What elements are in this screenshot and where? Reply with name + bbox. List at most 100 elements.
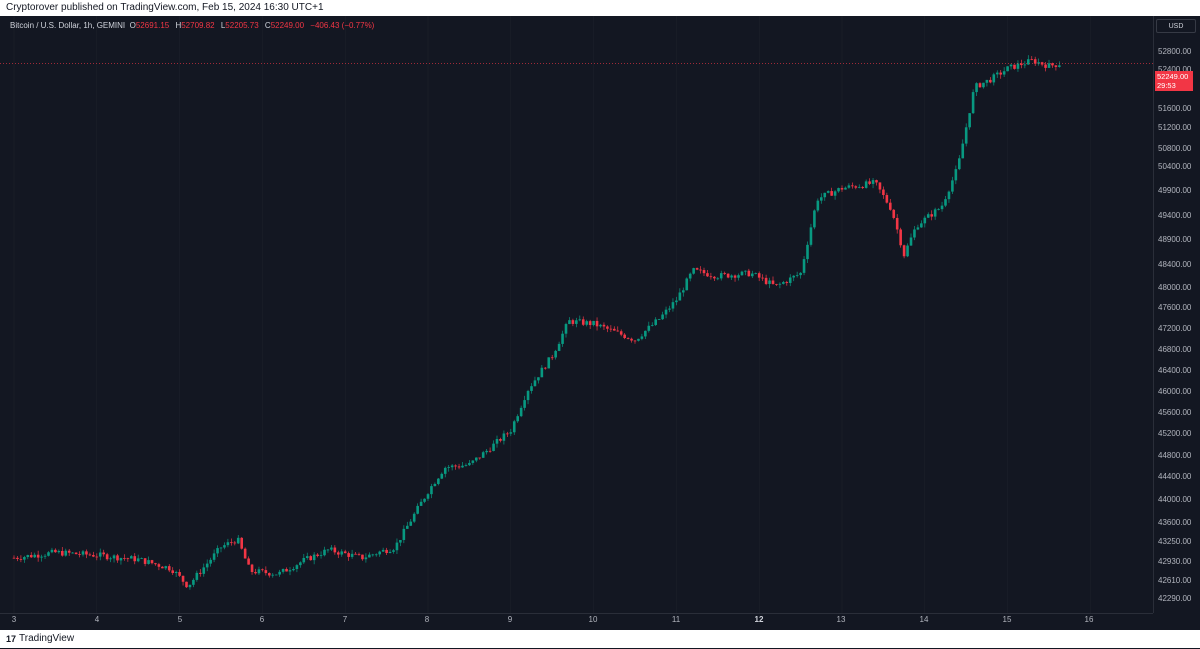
price-scale-label: 50400.00: [1158, 162, 1192, 171]
candle-body: [816, 200, 820, 211]
candle-body: [230, 542, 233, 544]
candle-body: [33, 554, 36, 558]
candle-body: [402, 528, 406, 540]
candle-body: [281, 568, 285, 572]
candle-body: [516, 416, 519, 422]
candle-body: [243, 548, 247, 559]
candlestick-chart[interactable]: [0, 16, 1153, 613]
candle-body: [292, 569, 295, 571]
candle-body: [350, 553, 354, 557]
candle-body: [678, 292, 682, 301]
candle-body: [433, 483, 437, 487]
candle-body: [488, 450, 492, 452]
candle-body: [236, 537, 240, 544]
candle-body: [1027, 59, 1030, 65]
open-key: O: [129, 21, 136, 30]
time-axis-label: 4: [94, 615, 100, 624]
candle-body: [623, 334, 626, 339]
candle-body: [268, 573, 271, 576]
candle-body: [85, 551, 88, 555]
candle-body: [754, 273, 758, 274]
candle-body: [837, 188, 840, 192]
candle-body: [581, 319, 585, 325]
candle-body: [764, 277, 768, 284]
price-scale-label: 46800.00: [1158, 345, 1192, 354]
candle-body: [50, 549, 54, 553]
candle-body: [312, 554, 316, 561]
candle-body: [385, 549, 388, 554]
candle-body: [833, 191, 837, 196]
time-axis-label: 15: [1002, 615, 1012, 624]
candle-body: [478, 457, 482, 459]
candle-body: [374, 554, 378, 556]
candle-body: [585, 321, 588, 325]
candle-body: [785, 282, 789, 283]
candle-body: [468, 462, 471, 466]
candle-body: [188, 584, 192, 588]
last-price: 52249.00: [1157, 72, 1189, 81]
candle-body: [475, 457, 478, 461]
time-axis-label: 7: [342, 615, 348, 624]
candle-body: [809, 227, 813, 245]
candle-body: [92, 555, 95, 557]
price-scale-label: 49900.00: [1158, 186, 1192, 195]
candle-body: [74, 552, 78, 555]
candle-body: [757, 273, 761, 278]
candle-body: [143, 558, 147, 564]
candle-body: [147, 560, 150, 564]
candle-body: [885, 195, 889, 203]
time-axis[interactable]: [0, 613, 1153, 631]
candle-body: [426, 494, 430, 499]
candle-body: [1040, 62, 1044, 65]
candle-body: [892, 209, 896, 218]
currency-button[interactable]: USD: [1156, 19, 1196, 33]
candle-body: [792, 275, 795, 278]
candle-body: [699, 269, 702, 271]
candle-body: [209, 559, 212, 564]
candle-body: [67, 550, 71, 553]
candle-body: [771, 280, 775, 284]
candle-body: [340, 551, 344, 555]
candle-body: [274, 574, 278, 576]
candle-body: [437, 478, 440, 484]
price-scale-label: 46000.00: [1158, 387, 1192, 396]
candle-body: [326, 549, 330, 551]
candle-body: [726, 273, 730, 278]
candle-body: [650, 324, 654, 326]
candle-body: [285, 568, 288, 572]
price-scale[interactable]: [1153, 16, 1200, 613]
candle-body: [995, 72, 999, 75]
candle-body: [257, 569, 261, 574]
candle-body: [916, 227, 920, 230]
candle-body: [923, 217, 927, 224]
candle-body: [844, 187, 847, 190]
candle-body: [909, 237, 913, 246]
price-scale-label: 42610.00: [1158, 576, 1192, 585]
candle-body: [706, 273, 709, 277]
close-value: 52249.00: [270, 21, 305, 30]
candle-body: [751, 273, 754, 277]
candle-body: [464, 465, 468, 466]
candle-body: [299, 562, 302, 566]
candle-body: [889, 202, 892, 210]
candle-body: [626, 338, 630, 339]
candle-body: [123, 557, 126, 559]
candle-body: [716, 278, 720, 280]
candle-body: [154, 563, 157, 565]
time-axis-label: 14: [919, 615, 929, 624]
candle-body: [502, 433, 506, 441]
symbol-legend: Bitcoin / U.S. Dollar, 1h, GEMINI O52691…: [10, 21, 378, 30]
price-scale-label: 49400.00: [1158, 211, 1192, 220]
candle-body: [368, 554, 371, 558]
candle-body: [126, 558, 130, 560]
candle-body: [485, 450, 488, 453]
price-scale-label: 50800.00: [1158, 144, 1192, 153]
candle-body: [826, 191, 830, 193]
close-key: C: [264, 21, 271, 30]
candle-body: [926, 214, 930, 218]
candle-body: [88, 554, 92, 556]
candle-body: [199, 572, 202, 574]
candle-body: [450, 465, 454, 468]
candle-body: [768, 280, 771, 284]
candle-body: [633, 340, 637, 342]
